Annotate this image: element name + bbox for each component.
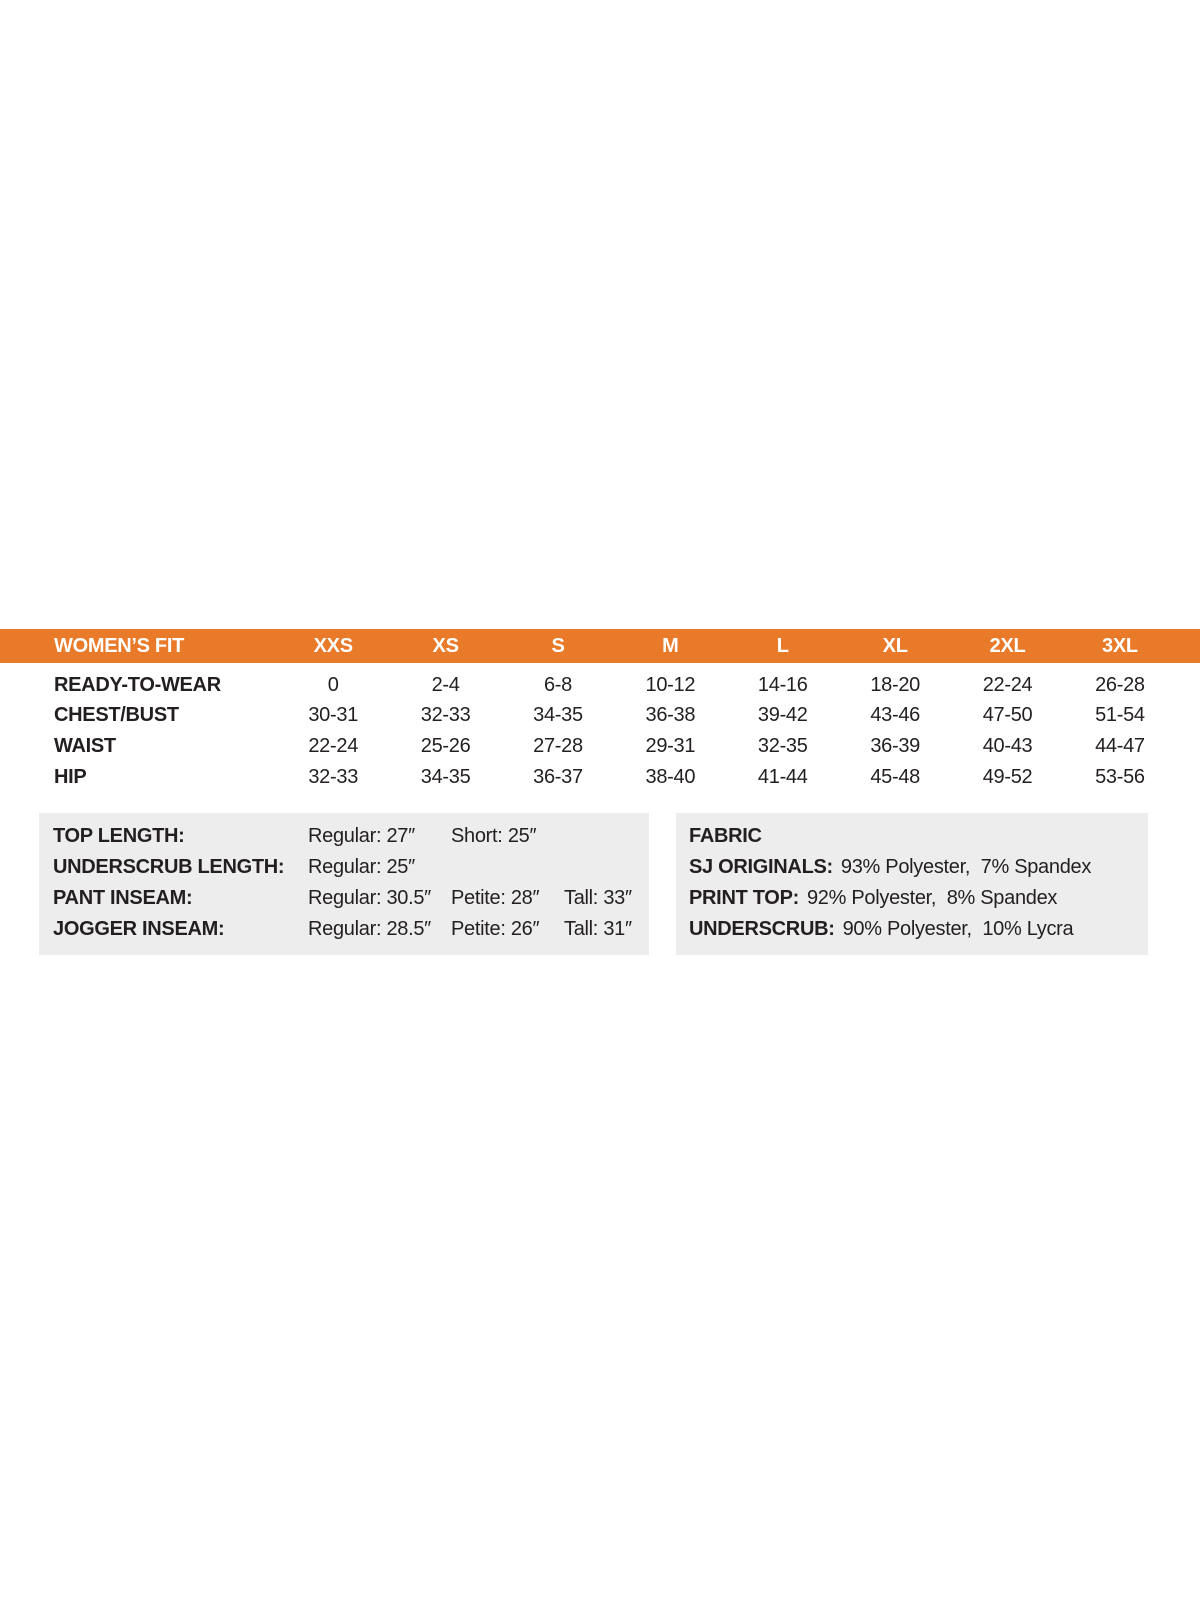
table-row-ready-to-wear: READY-TO-WEAR 0 2-4 6-8 10-12 14-16 18-2… xyxy=(0,670,1200,701)
size-value: 18-20 xyxy=(870,673,920,696)
size-value: 34-35 xyxy=(420,765,471,788)
size-value: 47-50 xyxy=(982,704,1033,727)
fabric-panel: FABRIC SJ ORIGINALS: 93% Polyester, 7% S… xyxy=(676,813,1148,955)
table-title: WOMEN’S FIT xyxy=(54,634,185,657)
size-value: 22-24 xyxy=(982,673,1033,696)
row-label: WAIST xyxy=(54,734,116,757)
fabric-row-sj-originals: SJ ORIGINALS: 93% Polyester, 7% Spandex xyxy=(689,852,1148,883)
measurement-label: UNDERSCRUB LENGTH: xyxy=(53,856,285,878)
measurement-label: TOP LENGTH: xyxy=(53,825,185,847)
pant-inseam-row: PANT INSEAM: Regular: 30.5″ Petite: 28″ … xyxy=(53,883,649,914)
fabric-title: FABRIC xyxy=(689,825,762,847)
top-length-row: TOP LENGTH: Regular: 27″ Short: 25″ xyxy=(53,821,649,852)
table-row-chest-bust: CHEST/BUST 30-31 32-33 34-35 36-38 39-42… xyxy=(0,701,1200,732)
fabric-label: SJ ORIGINALS: xyxy=(689,856,833,878)
measurement-value: Tall: 31″ xyxy=(564,918,632,940)
size-value: 30-31 xyxy=(308,704,359,727)
size-value: 32-33 xyxy=(308,765,359,788)
size-value: 27-28 xyxy=(533,734,583,757)
size-value: 53-56 xyxy=(1095,765,1145,788)
fabric-value: 90% Polyester, 10% Lycra xyxy=(842,918,1074,940)
size-col-xxs: XXS xyxy=(313,634,353,657)
size-value: 41-44 xyxy=(757,765,808,788)
measurement-label: PANT INSEAM: xyxy=(53,887,193,909)
fabric-value: 92% Polyester, 8% Spandex xyxy=(806,887,1058,909)
size-value: 43-46 xyxy=(870,704,920,727)
size-value: 44-47 xyxy=(1095,734,1145,757)
measurement-value: Short: 25″ xyxy=(451,825,537,847)
size-value: 32-35 xyxy=(757,734,808,757)
size-value: 26-28 xyxy=(1095,673,1145,696)
size-col-s: S xyxy=(551,634,565,657)
size-value: 32-33 xyxy=(420,704,471,727)
fabric-label: UNDERSCRUB: xyxy=(689,918,835,940)
size-value: 0 xyxy=(327,673,339,696)
measurement-value: Petite: 26″ xyxy=(451,918,540,940)
row-label: READY-TO-WEAR xyxy=(54,673,221,696)
measurement-value: Regular: 27″ xyxy=(308,825,415,847)
measurement-value: Regular: 28.5″ xyxy=(308,918,431,940)
underscrub-length-row: UNDERSCRUB LENGTH: Regular: 25″ xyxy=(53,852,649,883)
lengths-panel: TOP LENGTH: Regular: 27″ Short: 25″ UNDE… xyxy=(39,813,649,955)
measurement-value: Petite: 28″ xyxy=(451,887,540,909)
size-value: 36-37 xyxy=(533,765,583,788)
size-col-xl: XL xyxy=(882,634,908,657)
fabric-value: 93% Polyester, 7% Spandex xyxy=(840,856,1092,878)
size-value: 40-43 xyxy=(982,734,1033,757)
size-value: 49-52 xyxy=(982,765,1033,788)
measurement-value: Regular: 30.5″ xyxy=(308,887,431,909)
size-table-header-row: WOMEN’S FIT XXS XS S M L XL 2XL 3XL xyxy=(0,629,1200,663)
size-value: 39-42 xyxy=(757,704,808,727)
measurement-label: JOGGER INSEAM: xyxy=(53,918,225,940)
size-table-body: READY-TO-WEAR 0 2-4 6-8 10-12 14-16 18-2… xyxy=(0,663,1200,792)
size-col-m: M xyxy=(662,634,679,657)
size-value: 10-12 xyxy=(645,673,696,696)
fabric-label: PRINT TOP: xyxy=(689,887,799,909)
measurement-value: Tall: 33″ xyxy=(564,887,632,909)
row-label: CHEST/BUST xyxy=(54,704,179,727)
size-value: 45-48 xyxy=(870,765,920,788)
size-value: 36-38 xyxy=(645,704,696,727)
size-col-l: L xyxy=(776,634,789,657)
size-value: 22-24 xyxy=(308,734,359,757)
size-col-2xl: 2XL xyxy=(989,634,1026,657)
table-row-hip: HIP 32-33 34-35 36-37 38-40 41-44 45-48 … xyxy=(0,762,1200,793)
size-value: 36-39 xyxy=(870,734,920,757)
fabric-row-print-top: PRINT TOP: 92% Polyester, 8% Spandex xyxy=(689,883,1148,914)
jogger-inseam-row: JOGGER INSEAM: Regular: 28.5″ Petite: 26… xyxy=(53,914,649,945)
size-value: 34-35 xyxy=(533,704,583,727)
fabric-title-row: FABRIC xyxy=(689,821,1148,852)
measurement-value: Regular: 25″ xyxy=(308,856,415,878)
size-value: 51-54 xyxy=(1095,704,1145,727)
size-value: 14-16 xyxy=(757,673,808,696)
size-col-3xl: 3XL xyxy=(1102,634,1138,657)
size-value: 38-40 xyxy=(645,765,696,788)
size-value: 6-8 xyxy=(543,673,572,696)
fabric-row-underscrub: UNDERSCRUB: 90% Polyester, 10% Lycra xyxy=(689,914,1148,945)
size-value: 2-4 xyxy=(431,673,460,696)
size-value: 29-31 xyxy=(645,734,696,757)
size-value: 25-26 xyxy=(420,734,471,757)
row-label: HIP xyxy=(54,765,87,788)
table-row-waist: WAIST 22-24 25-26 27-28 29-31 32-35 36-3… xyxy=(0,731,1200,762)
size-col-xs: XS xyxy=(432,634,459,657)
